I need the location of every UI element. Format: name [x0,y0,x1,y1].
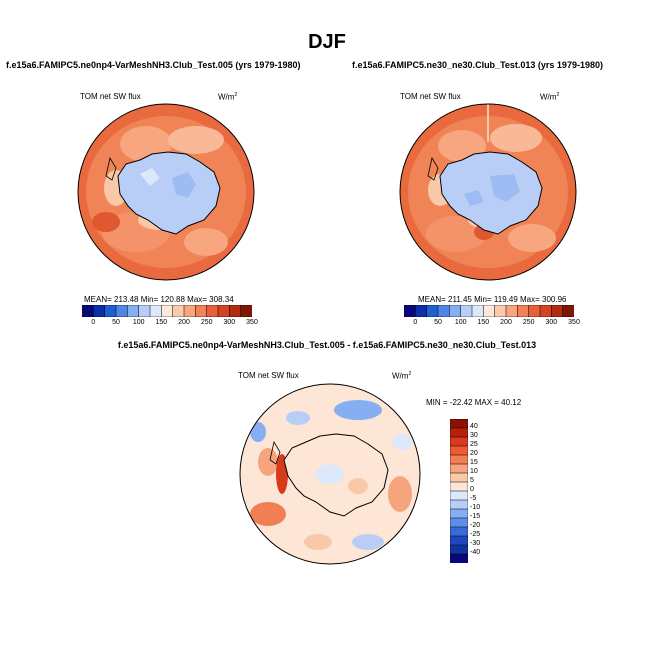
diff-colorbar-tick-label: 30 [470,432,478,439]
diff-colorbar-tick-label: -25 [470,531,481,538]
diff-colorbar-tick-label: -40 [470,549,481,556]
diff-colorbar-swatch [450,445,468,456]
right-colorbar-tick-label: 300 [545,319,558,326]
diff-colorbar-tick-label: -10 [470,504,481,511]
right-polar-map [399,103,577,281]
right-units-label: W/m2 [540,92,560,102]
diff-colorbar-swatch [450,526,468,537]
diff-colorbar-swatch [450,419,468,429]
right-colorbar-swatch [528,305,541,317]
right-stats: MEAN= 211.45 Min= 119.49 Max= 300.96 [418,295,567,304]
diff-stats: MIN = -22.42 MAX = 40.12 [426,398,522,407]
left-colorbar-swatch [127,305,140,317]
left-colorbar-swatch [138,305,151,317]
diff-colorbar-swatch [450,508,468,519]
left-polar-map [77,103,255,281]
diff-colorbar-swatch [450,499,468,510]
right-colorbar-swatch [551,305,564,317]
right-colorbar-tick-label: 250 [522,319,535,326]
right-colorbar-swatch [437,305,450,317]
diff-colorbar-swatch [450,535,468,546]
right-colorbar-swatch [415,305,428,317]
right-colorbar-swatch [404,305,416,317]
left-colorbar-swatch [172,305,185,317]
right-colorbar-swatch [494,305,507,317]
right-colorbar-tick-label: 150 [477,319,490,326]
left-colorbar-swatch [149,305,162,317]
right-colorbar-swatch [471,305,484,317]
left-colorbar-swatch [183,305,196,317]
diff-colorbar-tick-label: -5 [470,495,477,502]
left-colorbar-tick-label: 200 [178,319,190,326]
diff-colorbar-swatch [450,544,468,555]
left-colorbar-swatch [195,305,208,317]
left-colorbar-swatch [217,305,230,317]
diff-colorbar-tick-label: 25 [470,441,478,448]
right-colorbar-swatch [449,305,462,317]
right-colorbar-swatch [517,305,530,317]
left-variable-label: TOM net SW flux [80,92,141,101]
left-colorbar [82,305,252,317]
diff-colorbar-swatch [450,517,468,528]
left-units-label: W/m2 [218,92,238,102]
diff-colorbar-swatch [450,427,468,438]
diff-colorbar-tick-label: 20 [470,450,478,457]
diff-colorbar-swatch [450,553,468,563]
left-colorbar-tick-label: 350 [246,319,258,326]
right-colorbar [404,305,574,317]
left-colorbar-swatch [161,305,174,317]
right-colorbar-tick-label: 200 [500,319,512,326]
right-colorbar-swatch [505,305,518,317]
right-colorbar-swatch [483,305,496,317]
diff-colorbar-swatch [450,436,468,447]
left-colorbar-swatch [229,305,242,317]
diff-colorbar-tick-label: -15 [470,513,481,520]
diff-colorbar [450,419,468,563]
right-variable-label: TOM net SW flux [400,92,461,101]
diff-colorbar-tick-label: 40 [470,423,478,430]
diff-colorbar-tick-label: 10 [470,468,478,475]
right-colorbar-swatch [460,305,473,317]
diff-colorbar-tick-label: 15 [470,459,478,466]
diff-colorbar-swatch [450,472,468,483]
diff-panel-title: f.e15a6.FAMIPC5.ne0np4-VarMeshNH3.Club_T… [117,340,537,350]
diff-units-label: W/m2 [392,371,412,381]
left-colorbar-tick-label: 250 [200,319,213,326]
diff-colorbar-swatch [450,463,468,474]
right-colorbar-swatch [562,305,574,317]
right-panel-title: f.e15a6.FAMIPC5.ne30_ne30.Club_Test.013 … [352,60,603,70]
left-colorbar-tick-label: 100 [132,319,145,326]
left-colorbar-tick-label: 300 [223,319,236,326]
left-colorbar-swatch [115,305,128,317]
left-colorbar-tick-label: 150 [155,319,168,326]
diff-colorbar-tick-label: -20 [470,522,481,529]
diff-variable-label: TOM net SW flux [238,371,299,380]
page-title: DJF [308,31,346,53]
left-stats: MEAN= 213.48 Min= 120.88 Max= 308.34 [84,295,234,304]
diff-colorbar-swatch [450,481,468,492]
left-colorbar-swatch [104,305,117,317]
diff-colorbar-tick-label: 0 [470,486,474,493]
diff-colorbar-swatch [450,490,468,501]
right-colorbar-tick-label: 350 [568,319,580,326]
diff-colorbar-tick-label: 5 [470,477,474,484]
right-colorbar-labels: 0 50 100 150 200 250 300 350 [404,319,579,329]
right-colorbar-tick-label: 100 [454,319,467,326]
diff-polar-map [239,383,421,565]
left-colorbar-swatch [240,305,252,317]
diff-colorbar-tick-label: -30 [470,540,481,547]
diff-colorbar-labels: 40 30 25 20 15 10 5 0 -5 -10 -15 -20 -25 -30 -40 [470,419,500,563]
left-colorbar-tick-label: 0 [91,319,96,326]
left-panel-title: f.e15a6.FAMIPC5.ne0np4-VarMeshNH3.Club_T… [6,60,301,70]
left-colorbar-tick-label: 50 [112,319,120,326]
right-colorbar-tick-label: 50 [434,319,442,326]
right-colorbar-tick-label: 0 [413,319,418,326]
left-colorbar-labels: 0 50 100 150 200 250 300 350 [82,319,257,329]
right-colorbar-swatch [539,305,552,317]
right-colorbar-swatch [426,305,439,317]
diff-colorbar-swatch [450,454,468,465]
left-colorbar-swatch [93,305,106,317]
left-colorbar-swatch [206,305,219,317]
left-colorbar-swatch [82,305,94,317]
